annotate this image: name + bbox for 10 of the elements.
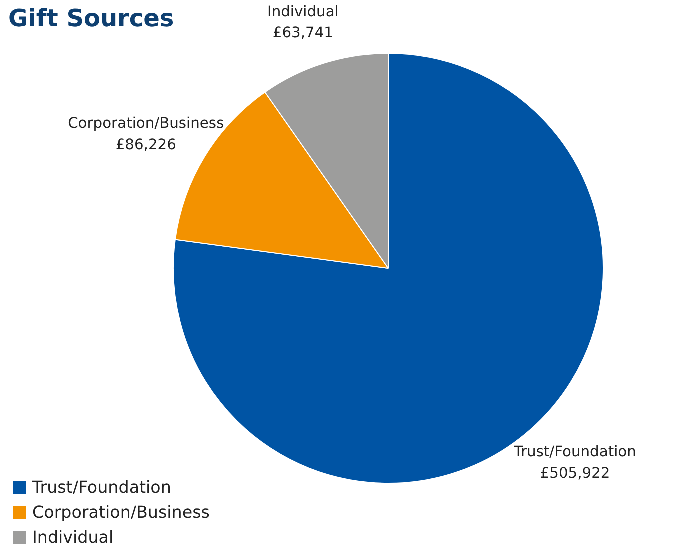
data-label: £63,741 <box>272 24 334 42</box>
legend-label: Individual <box>32 528 114 545</box>
chart-title: Gift Sources <box>8 4 174 32</box>
slice-label: Trust/Foundation <box>513 444 636 461</box>
legend-label: Trust/Foundation <box>32 478 172 497</box>
data-label: £86,226 <box>116 136 176 154</box>
legend-label: Corporation/Business <box>32 503 210 522</box>
slice-label: Corporation/Business <box>68 115 224 132</box>
data-label: £505,922 <box>540 464 610 482</box>
slice-label: Individual <box>268 3 339 20</box>
